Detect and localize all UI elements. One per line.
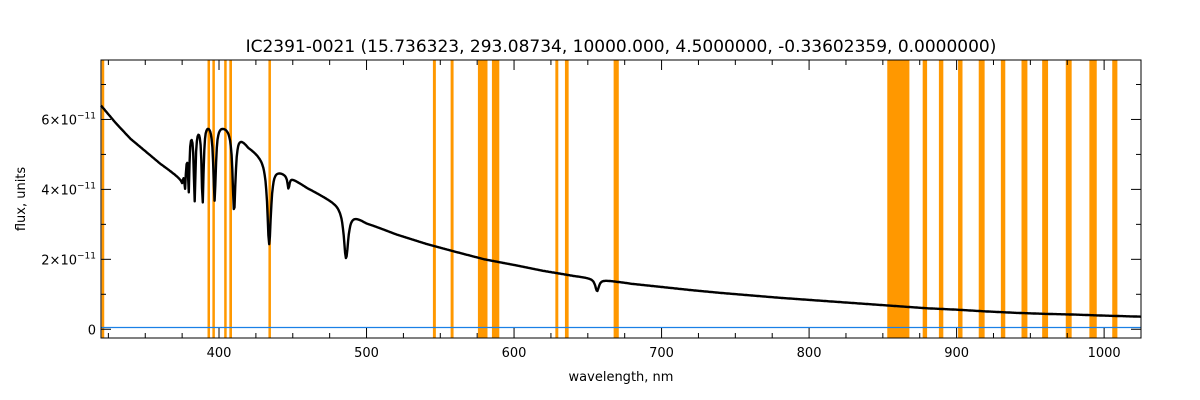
masked-region-9 (491, 60, 500, 338)
y-axis-label: flux, units (14, 167, 29, 232)
masked-region-7 (450, 60, 454, 338)
flux-line (100, 104, 1142, 318)
y-tick-label: 6×10−11 (41, 111, 96, 128)
masked-region-18 (1000, 60, 1006, 338)
x-axis-ticks: 400 500 600 700 800 900 1000 (107, 60, 1142, 361)
x-tick-label: 900 (944, 346, 969, 361)
masked-region-12 (613, 60, 619, 338)
y-tick-label: 2×10−11 (41, 251, 96, 268)
y-axis-ticks: 0 2×10−11 4×10−11 6×10−11 (41, 83, 1141, 338)
y-tick-label: 0 (88, 323, 96, 338)
x-tick-label: 800 (797, 346, 822, 361)
masked-regions (101, 60, 1118, 338)
plot-frame (100, 59, 1142, 339)
x-tick-label: 400 (207, 346, 232, 361)
x-tick-label: 500 (354, 346, 379, 361)
masked-region-3 (224, 60, 227, 338)
x-axis-label: wavelength, nm (569, 370, 674, 385)
masked-region-19 (1021, 60, 1028, 338)
masked-region-22 (1089, 60, 1097, 338)
masked-region-4 (229, 60, 232, 338)
chart-title: IC2391-0021 (15.736323, 293.08734, 10000… (246, 37, 997, 57)
masked-region-10 (555, 60, 559, 338)
masked-region-14 (922, 60, 928, 338)
x-tick-label: 700 (649, 346, 674, 361)
masked-region-13 (887, 60, 910, 338)
masked-region-6 (432, 60, 436, 338)
masked-region-8 (477, 60, 488, 338)
x-tick-label: 600 (502, 346, 527, 361)
masked-region-11 (564, 60, 569, 338)
x-tick-label: 1000 (1088, 346, 1121, 361)
masked-region-0 (101, 60, 105, 338)
masked-region-5 (268, 60, 271, 338)
flux-series (100, 104, 1142, 318)
masked-region-23 (1112, 60, 1118, 338)
masked-region-1 (207, 60, 211, 338)
y-tick-label: 4×10−11 (41, 181, 96, 198)
masked-region-17 (978, 60, 985, 338)
masked-region-16 (958, 60, 963, 338)
masked-region-20 (1042, 60, 1049, 338)
masked-region-15 (938, 60, 944, 338)
masked-region-21 (1065, 60, 1072, 338)
